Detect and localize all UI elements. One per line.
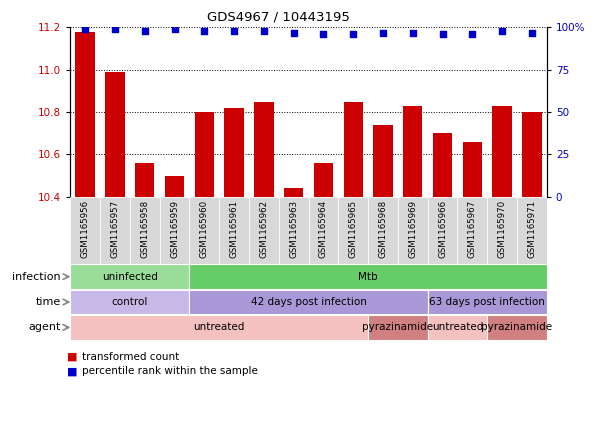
Text: GSM1165961: GSM1165961 — [230, 200, 238, 258]
Bar — [488, 197, 517, 264]
Point — [289, 29, 299, 36]
Text: GSM1165967: GSM1165967 — [468, 200, 477, 258]
Text: ■: ■ — [67, 366, 78, 376]
Point — [348, 31, 358, 38]
Bar — [189, 290, 428, 314]
Text: percentile rank within the sample: percentile rank within the sample — [82, 366, 258, 376]
Bar — [309, 197, 338, 264]
Bar — [284, 188, 303, 197]
Point — [437, 31, 447, 38]
Point — [378, 29, 388, 36]
Text: untreated: untreated — [432, 322, 483, 332]
Text: infection: infection — [12, 272, 61, 282]
Bar — [517, 197, 547, 264]
Bar — [224, 108, 244, 197]
Bar — [488, 315, 547, 340]
Text: GSM1165970: GSM1165970 — [498, 200, 507, 258]
Point — [80, 26, 90, 33]
Text: uninfected: uninfected — [102, 272, 158, 282]
Bar — [492, 106, 512, 197]
Bar — [433, 133, 452, 197]
Bar — [428, 197, 458, 264]
Bar — [368, 315, 428, 340]
Text: untreated: untreated — [194, 322, 245, 332]
Text: ■: ■ — [67, 352, 78, 362]
Bar — [159, 197, 189, 264]
Point — [259, 27, 269, 34]
Bar — [398, 197, 428, 264]
Text: GSM1165971: GSM1165971 — [527, 200, 536, 258]
Text: GSM1165959: GSM1165959 — [170, 200, 179, 258]
Text: GSM1165969: GSM1165969 — [408, 200, 417, 258]
Bar — [314, 163, 333, 197]
Text: GSM1165956: GSM1165956 — [81, 200, 90, 258]
Point — [199, 27, 209, 34]
Text: pyrazinamide: pyrazinamide — [362, 322, 433, 332]
Text: GSM1165957: GSM1165957 — [111, 200, 119, 258]
Bar — [70, 315, 368, 340]
Text: transformed count: transformed count — [82, 352, 180, 362]
Bar — [189, 197, 219, 264]
Bar — [403, 106, 422, 197]
Text: GSM1165964: GSM1165964 — [319, 200, 328, 258]
Bar — [105, 72, 125, 197]
Text: 63 days post infection: 63 days post infection — [430, 297, 545, 307]
Bar — [338, 197, 368, 264]
Bar — [135, 163, 155, 197]
Bar — [343, 102, 363, 197]
Text: GSM1165963: GSM1165963 — [289, 200, 298, 258]
Text: GSM1165968: GSM1165968 — [379, 200, 387, 258]
Point — [170, 26, 180, 33]
Text: GSM1165962: GSM1165962 — [260, 200, 268, 258]
Bar — [368, 197, 398, 264]
Text: GDS4967 / 10443195: GDS4967 / 10443195 — [207, 11, 349, 24]
Text: GSM1165966: GSM1165966 — [438, 200, 447, 258]
Bar — [522, 112, 541, 197]
Text: control: control — [112, 297, 148, 307]
Point — [110, 26, 120, 33]
Text: 42 days post infection: 42 days post infection — [251, 297, 367, 307]
Bar — [195, 112, 214, 197]
Bar — [463, 142, 482, 197]
Text: pyrazinamide: pyrazinamide — [481, 322, 552, 332]
Bar — [279, 197, 309, 264]
Bar — [189, 264, 547, 289]
Bar — [254, 102, 274, 197]
Point — [527, 29, 537, 36]
Text: Mtb: Mtb — [358, 272, 378, 282]
Text: GSM1165960: GSM1165960 — [200, 200, 209, 258]
Bar — [219, 197, 249, 264]
Bar — [428, 290, 547, 314]
Text: time: time — [36, 297, 61, 307]
Bar — [130, 197, 159, 264]
Point — [467, 31, 477, 38]
Bar — [249, 197, 279, 264]
Bar — [100, 197, 130, 264]
Point — [497, 27, 507, 34]
Bar — [70, 290, 189, 314]
Bar — [70, 197, 100, 264]
Text: agent: agent — [29, 322, 61, 332]
Bar — [70, 264, 189, 289]
Bar — [76, 32, 95, 197]
Text: GSM1165958: GSM1165958 — [141, 200, 149, 258]
Point — [408, 29, 418, 36]
Point — [229, 27, 239, 34]
Point — [140, 27, 150, 34]
Bar — [428, 315, 488, 340]
Text: GSM1165965: GSM1165965 — [349, 200, 357, 258]
Bar — [373, 125, 393, 197]
Point — [318, 31, 328, 38]
Bar — [165, 176, 184, 197]
Bar — [458, 197, 488, 264]
